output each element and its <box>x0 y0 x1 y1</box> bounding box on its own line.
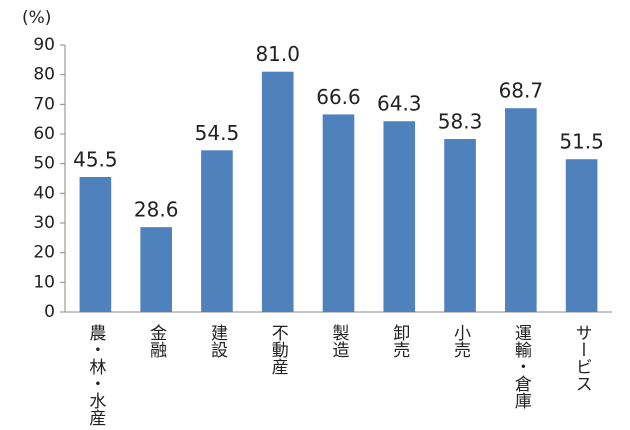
data-label: 81.0 <box>255 42 300 66</box>
bar <box>261 71 294 312</box>
y-tick-label: 20 <box>33 243 55 263</box>
bar <box>444 139 476 312</box>
bar <box>201 150 233 312</box>
data-label: 28.6 <box>134 198 179 222</box>
data-label: 68.7 <box>499 79 544 103</box>
y-tick-label: 40 <box>33 183 55 203</box>
bar <box>383 121 416 312</box>
y-tick-label: 60 <box>33 124 55 144</box>
x-tick-label: 農・林・水産 <box>85 324 106 426</box>
x-tick-label: 運輸・倉庫 <box>511 324 532 409</box>
x-tick-label: サービス <box>572 324 592 392</box>
data-label: 66.6 <box>316 85 361 109</box>
y-tick-label: 30 <box>33 213 55 233</box>
x-tick-label: 建設 <box>207 324 228 358</box>
bar <box>322 114 355 312</box>
bar <box>565 159 598 312</box>
x-tick-label: 金融 <box>146 324 167 359</box>
x-tick-label: 不動産 <box>268 324 289 375</box>
y-tick-label: 70 <box>33 94 55 114</box>
y-tick-label: 80 <box>33 65 55 85</box>
bar <box>140 227 172 312</box>
data-label: 58.3 <box>438 110 483 134</box>
data-label: 45.5 <box>73 148 118 172</box>
data-label: 64.3 <box>377 92 422 116</box>
data-label: 54.5 <box>195 121 240 145</box>
bar <box>505 108 537 312</box>
y-tick-label: 90 <box>33 35 55 55</box>
data-label: 51.5 <box>559 130 604 154</box>
y-tick-label: 50 <box>33 154 55 174</box>
x-tick-label: 小売 <box>450 324 471 358</box>
x-tick-label: 卸売 <box>389 324 410 358</box>
x-tick-label: 製造 <box>329 324 350 358</box>
y-tick-label: 0 <box>44 302 55 322</box>
bar <box>79 177 112 312</box>
y-axis-label: (%) <box>22 8 51 28</box>
y-tick-label: 10 <box>33 272 55 292</box>
